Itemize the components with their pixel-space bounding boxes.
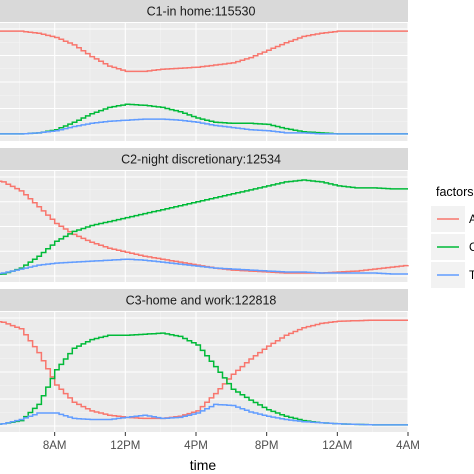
- x-tick-label: 12AM: [322, 440, 352, 452]
- series-line-Ti: [0, 258, 408, 275]
- series-line-A: [0, 180, 409, 274]
- series-line-C: [0, 179, 408, 276]
- x-axis-title: time: [190, 457, 217, 473]
- series-line-A: [0, 319, 408, 420]
- series-line-C: [0, 103, 408, 135]
- facet-panel: C1-in home:115530: [0, 0, 409, 141]
- facet-strip: [0, 0, 408, 22]
- facet-strip: [0, 289, 408, 311]
- x-tick-label: 8AM: [43, 440, 67, 452]
- legend-item: C: [431, 234, 474, 260]
- series-line-Ti: [0, 118, 408, 135]
- x-tick-label: 12PM: [110, 440, 140, 452]
- x-axis: 4AM8AM12PM4PM8PM12AM4AM: [43, 432, 420, 452]
- legend-label: Ti: [469, 270, 474, 282]
- x-tick-label: 4AM: [396, 440, 420, 452]
- legend-item: A: [431, 206, 474, 232]
- legend-label: C: [469, 242, 474, 254]
- gridlines: [0, 171, 409, 282]
- facet-title: C2-night discretionary:12534: [121, 153, 281, 167]
- legend-title: factors: [436, 185, 474, 199]
- facet-panel: C3-home and work:122818: [0, 289, 409, 432]
- facets: C1-in home:115530 C2-night discretionary:…: [0, 0, 409, 432]
- series-line-Ti: [0, 403, 408, 426]
- facet-title: C1-in home:115530: [147, 5, 256, 19]
- facet-strip: [0, 148, 408, 170]
- legend: factors A C Ti: [431, 185, 474, 288]
- legend-item: Ti: [431, 262, 474, 288]
- facet-title: C3-home and work:122818: [126, 294, 277, 308]
- legend-label: A: [469, 214, 474, 226]
- x-tick-label: 8PM: [255, 440, 279, 452]
- facet-panel: C2-night discretionary:12534: [0, 148, 409, 282]
- x-tick-label: 4PM: [184, 440, 208, 452]
- series-line-A: [0, 30, 408, 73]
